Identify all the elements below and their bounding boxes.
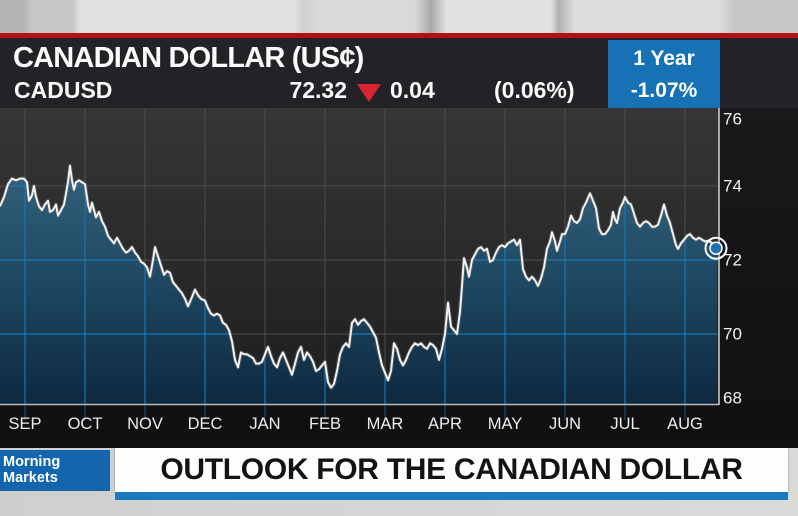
show-name-line2: Markets (3, 470, 58, 486)
svg-text:JUN: JUN (549, 415, 581, 433)
svg-text:MAY: MAY (488, 415, 523, 433)
svg-text:SEP: SEP (8, 415, 41, 433)
lower-third-underline (115, 492, 788, 500)
price-area-fill (0, 165, 717, 404)
x-axis-labels: SEP OCT NOV DEC JAN FEB MAR APR MAY JUN JUL AUG (8, 415, 702, 433)
svg-text:FEB: FEB (309, 415, 341, 433)
last-price: 72.32 (289, 77, 347, 103)
chart-title: CANADIAN DOLLAR (US¢) (13, 42, 364, 74)
red-divider-rule (0, 33, 798, 38)
ticker-symbol: CADUSD (14, 77, 113, 103)
price-change-percent: (0.06%) (494, 77, 575, 103)
svg-text:AUG: AUG (667, 415, 703, 433)
price-chart: 76 74 72 70 68 SEP OCT NOV DEC JAN FEB MAR APR MAY JU… (0, 108, 742, 433)
month-tick-stubs (24, 404, 686, 420)
last-point-ring (704, 236, 728, 260)
svg-text:OCT: OCT (68, 415, 103, 433)
svg-text:APR: APR (428, 415, 462, 433)
studio-background (0, 0, 798, 33)
svg-text:76: 76 (723, 110, 742, 129)
svg-text:JUL: JUL (610, 415, 639, 433)
y-axis-labels: 76 74 72 70 68 (723, 110, 742, 408)
chart-zone: 76 74 72 70 68 SEP OCT NOV DEC JAN FEB MAR APR MAY JU… (0, 108, 798, 448)
svg-text:70: 70 (723, 325, 742, 344)
down-arrow-icon (357, 84, 381, 102)
period-change: -1.07% (630, 78, 698, 102)
svg-text:JAN: JAN (249, 415, 280, 433)
svg-text:72: 72 (723, 251, 742, 270)
price-line (0, 164, 718, 389)
svg-text:MAR: MAR (367, 415, 404, 433)
headline-text: OUTLOOK FOR THE CANADIAN DOLLAR (160, 453, 743, 486)
last-point-marker (709, 241, 723, 255)
svg-text:DEC: DEC (188, 415, 223, 433)
show-badge: Morning Markets (0, 450, 110, 491)
svg-text:NOV: NOV (127, 415, 163, 433)
svg-text:68: 68 (723, 389, 742, 408)
lower-third-headline-box: OUTLOOK FOR THE CANADIAN DOLLAR (115, 448, 788, 492)
show-name-line1: Morning (3, 454, 61, 470)
svg-text:74: 74 (723, 177, 742, 196)
period-label: 1 Year (633, 46, 695, 70)
price-change: 0.04 (390, 77, 435, 103)
period-selector[interactable]: 1 Year -1.07% (608, 40, 720, 108)
